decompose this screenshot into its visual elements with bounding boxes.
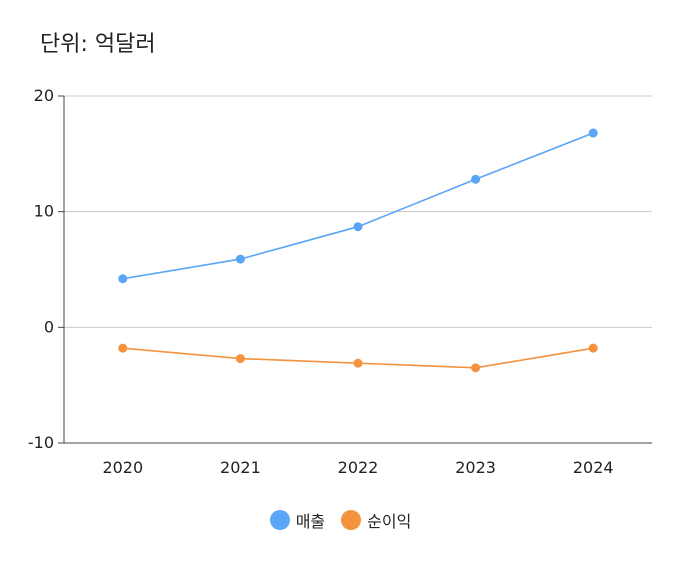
legend: 매출 순이익 — [0, 508, 681, 532]
data-point[interactable] — [235, 254, 245, 264]
series — [118, 128, 598, 373]
unit-label: 단위: 억달러 — [40, 32, 156, 57]
data-point[interactable] — [353, 222, 363, 232]
data-point[interactable] — [118, 343, 128, 353]
data-point[interactable] — [471, 363, 481, 373]
axes — [58, 95, 652, 444]
legend-label: 순이익 — [367, 512, 412, 531]
legend-item-1[interactable]: 순이익 — [341, 508, 411, 532]
y-tick-label: -10 — [28, 433, 54, 452]
data-point[interactable] — [588, 128, 598, 138]
data-point[interactable] — [471, 174, 481, 184]
data-point[interactable] — [588, 343, 598, 353]
line-chart: -10 0 10 20 2020 2021 2022 2023 2024 — [28, 86, 652, 477]
gridlines — [64, 95, 652, 328]
legend-swatch — [269, 510, 290, 530]
x-tick-labels: 2020 2021 2022 2023 2024 — [102, 458, 613, 477]
series-line-0 — [122, 132, 594, 280]
y-tick-label: 20 — [34, 86, 54, 105]
legend-label: 매출 — [295, 512, 326, 531]
data-point[interactable] — [235, 354, 245, 364]
legend-item-0[interactable]: 매출 — [269, 508, 326, 532]
y-tick-label: 10 — [34, 202, 54, 221]
x-tick-label: 2023 — [455, 458, 496, 477]
y-tick-label: 0 — [44, 317, 54, 336]
legend-swatch — [341, 510, 362, 530]
x-tick-label: 2022 — [338, 458, 379, 477]
x-tick-label: 2024 — [573, 458, 614, 477]
data-point[interactable] — [118, 274, 128, 284]
x-tick-label: 2021 — [220, 458, 261, 477]
data-point[interactable] — [353, 358, 363, 368]
y-tick-labels: -10 0 10 20 — [28, 86, 54, 452]
x-tick-label: 2020 — [102, 458, 143, 477]
